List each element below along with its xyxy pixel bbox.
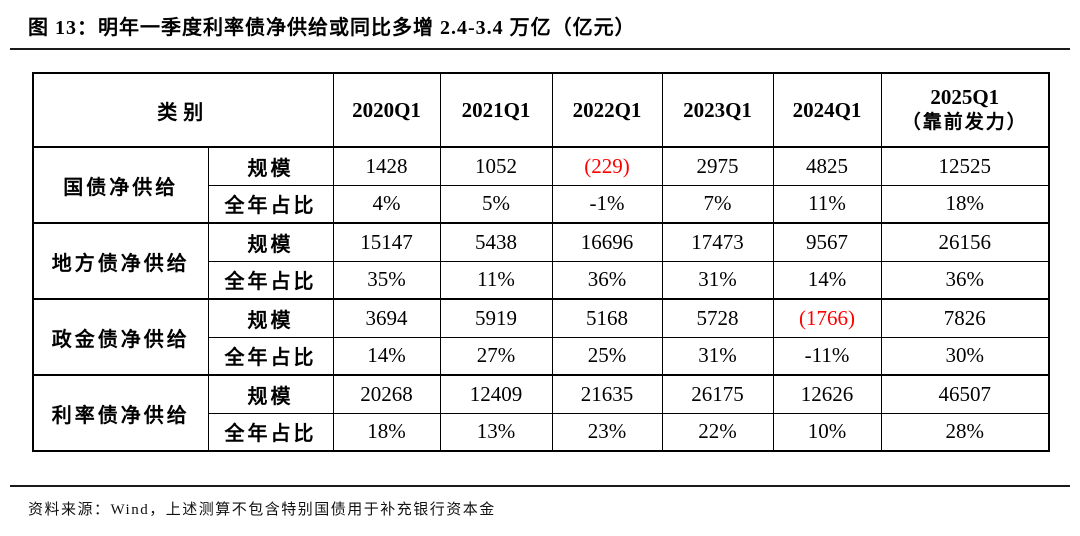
cell-share: 25% bbox=[551, 336, 663, 376]
cell-share: 14% bbox=[332, 336, 441, 376]
table-row: 国债净供给 规模 1428 1052 (229) 2975 4825 12525 bbox=[32, 146, 1050, 224]
source-divider bbox=[10, 485, 1070, 487]
cell-share: -1% bbox=[551, 184, 663, 224]
cell-share: 22% bbox=[661, 412, 774, 452]
cell-share: 5% bbox=[439, 184, 553, 224]
cell-scale: 26156 bbox=[880, 222, 1050, 262]
figure-title: 图 13：明年一季度利率债净供给或同比多增 2.4-3.4 万亿（亿元） bbox=[28, 17, 636, 39]
row-label-share: 全年占比 bbox=[207, 184, 334, 224]
cell-share: 31% bbox=[661, 336, 774, 376]
cell-scale: 5728 bbox=[661, 298, 774, 338]
cell-scale: 12525 bbox=[880, 146, 1050, 186]
cell-share: 7% bbox=[661, 184, 774, 224]
group-name-cell: 国债净供给 bbox=[32, 146, 209, 224]
header-2025q1: 2025Q1 （靠前发力） bbox=[880, 72, 1050, 148]
row-label-scale: 规模 bbox=[207, 298, 334, 338]
row-label-scale: 规模 bbox=[207, 146, 334, 186]
group-name-cell: 利率债净供给 bbox=[32, 374, 209, 452]
cell-share: 11% bbox=[772, 184, 882, 224]
table-header: 类别 2020Q1 2021Q1 2022Q1 2023Q1 2024Q1 20… bbox=[32, 72, 1050, 148]
cell-scale: 9567 bbox=[772, 222, 882, 262]
cell-scale: 12409 bbox=[439, 374, 553, 414]
supply-table: 类别 2020Q1 2021Q1 2022Q1 2023Q1 2024Q1 20… bbox=[32, 72, 1050, 452]
title-divider bbox=[10, 48, 1070, 50]
cell-scale: 5919 bbox=[439, 298, 553, 338]
row-label-share: 全年占比 bbox=[207, 260, 334, 300]
cell-share: 10% bbox=[772, 412, 882, 452]
header-category: 类别 bbox=[32, 72, 334, 148]
table-row: 全年占比 18% 13% 23% 22% 10% 28% bbox=[33, 412, 1050, 452]
header-2022q1: 2022Q1 bbox=[551, 72, 663, 148]
group-name-cell: 地方债净供给 bbox=[32, 222, 209, 300]
cell-share: 18% bbox=[332, 412, 441, 452]
header-2025q1-line1: 2025Q1 bbox=[930, 85, 1000, 109]
cell-scale: 20268 bbox=[332, 374, 441, 414]
cell-share: 30% bbox=[880, 336, 1050, 376]
cell-share: 36% bbox=[551, 260, 663, 300]
cell-scale: 26175 bbox=[661, 374, 774, 414]
row-label-scale: 规模 bbox=[207, 222, 334, 262]
cell-scale: 5168 bbox=[551, 298, 663, 338]
row-label-scale: 规模 bbox=[207, 374, 334, 414]
cell-scale: 1052 bbox=[439, 146, 553, 186]
header-2021q1: 2021Q1 bbox=[439, 72, 553, 148]
header-2023q1: 2023Q1 bbox=[661, 72, 774, 148]
cell-scale: (1766) bbox=[772, 298, 882, 338]
header-row: 类别 2020Q1 2021Q1 2022Q1 2023Q1 2024Q1 20… bbox=[32, 72, 1050, 148]
cell-share: 23% bbox=[551, 412, 663, 452]
cell-scale: 2975 bbox=[661, 146, 774, 186]
table-row: 全年占比 4% 5% -1% 7% 11% 18% bbox=[33, 184, 1050, 224]
cell-scale: 5438 bbox=[439, 222, 553, 262]
cell-scale: 3694 bbox=[332, 298, 441, 338]
cell-scale: 4825 bbox=[772, 146, 882, 186]
cell-scale: 15147 bbox=[332, 222, 441, 262]
header-2025q1-line2: （靠前发力） bbox=[901, 112, 1028, 134]
cell-share: 11% bbox=[439, 260, 553, 300]
table-row: 地方债净供给 规模 15147 5438 16696 17473 9567 26156 bbox=[32, 222, 1050, 300]
header-2020q1: 2020Q1 bbox=[332, 72, 441, 148]
cell-scale: 17473 bbox=[661, 222, 774, 262]
table-body: 国债净供给 规模 1428 1052 (229) 2975 4825 12525 全年占比 4% 5… bbox=[32, 146, 1050, 452]
table-row: 政金债净供给 规模 3694 5919 5168 5728 (1766) 7826 bbox=[32, 298, 1050, 376]
cell-scale: 1428 bbox=[332, 146, 441, 186]
cell-share: 31% bbox=[661, 260, 774, 300]
cell-scale: 46507 bbox=[880, 374, 1050, 414]
cell-scale: (229) bbox=[551, 146, 663, 186]
cell-share: 4% bbox=[332, 184, 441, 224]
header-2024q1: 2024Q1 bbox=[772, 72, 882, 148]
row-label-share: 全年占比 bbox=[207, 412, 334, 452]
cell-share: 18% bbox=[880, 184, 1050, 224]
cell-share: 36% bbox=[880, 260, 1050, 300]
table-row: 全年占比 35% 11% 36% 31% 14% 36% bbox=[33, 260, 1050, 300]
report-figure-page: 图 13：明年一季度利率债净供给或同比多增 2.4-3.4 万亿（亿元） 类别 … bbox=[0, 11, 1080, 536]
cell-scale: 16696 bbox=[551, 222, 663, 262]
table-row: 利率债净供给 规模 20268 12409 21635 26175 12626 46507 bbox=[32, 374, 1050, 452]
cell-share: 28% bbox=[880, 412, 1050, 452]
cell-share: 13% bbox=[439, 412, 553, 452]
cell-share: 27% bbox=[439, 336, 553, 376]
row-label-share: 全年占比 bbox=[207, 336, 334, 376]
cell-scale: 21635 bbox=[551, 374, 663, 414]
cell-share: 35% bbox=[332, 260, 441, 300]
cell-share: -11% bbox=[772, 336, 882, 376]
cell-scale: 7826 bbox=[880, 298, 1050, 338]
cell-share: 14% bbox=[772, 260, 882, 300]
source-note: 资料来源：Wind，上述测算不包含特别国债用于补充银行资本金 bbox=[28, 502, 496, 518]
group-name-cell: 政金债净供给 bbox=[32, 298, 209, 376]
cell-scale: 12626 bbox=[772, 374, 882, 414]
